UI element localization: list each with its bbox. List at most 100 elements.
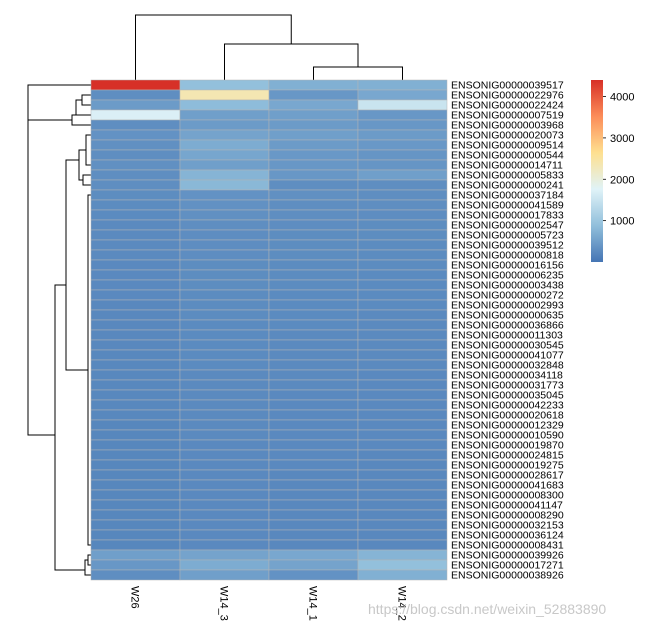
heatmap-cell <box>357 559 448 571</box>
heatmap-cell <box>268 289 359 301</box>
heatmap-cell <box>90 489 181 501</box>
heatmap-cell <box>268 489 359 501</box>
heatmap-cell <box>268 119 359 131</box>
heatmap-cell <box>357 309 448 321</box>
heatmap-cell <box>90 379 181 391</box>
dendrogram-branch <box>78 149 86 181</box>
column-labels: W26 W14_3 W14_1 W14_2 <box>129 586 408 621</box>
row-label: ENSONIG00000022424 <box>451 100 564 112</box>
heatmap-cell <box>179 289 270 301</box>
heatmap-cell <box>179 219 270 231</box>
heatmap-cell <box>179 329 270 341</box>
row-label: ENSONIG00000036124 <box>451 530 564 542</box>
heatmap-cell <box>357 149 448 161</box>
color-legend: 1000 2000 3000 4000 <box>591 80 634 262</box>
heatmap-cell <box>179 229 270 241</box>
heatmap-cell <box>90 549 181 561</box>
heatmap-cell <box>90 259 181 271</box>
heatmap-cell <box>179 439 270 451</box>
heatmap-cell <box>90 469 181 481</box>
heatmap-cell <box>179 499 270 511</box>
heatmap-cell <box>357 79 448 91</box>
heatmap-cell <box>357 569 448 581</box>
heatmap-cell <box>268 99 359 111</box>
heatmap-cell <box>268 499 359 511</box>
heatmap-cell <box>90 149 181 161</box>
heatmap-cell <box>357 449 448 461</box>
heatmap-cell <box>90 539 181 551</box>
heatmap-cell <box>179 169 270 181</box>
heatmap-cell <box>268 399 359 411</box>
heatmap-cell <box>90 159 181 171</box>
heatmap-cell <box>357 329 448 341</box>
heatmap-cell <box>90 239 181 251</box>
heatmap-cell <box>179 99 270 111</box>
row-label: ENSONIG00000003968 <box>451 120 564 132</box>
heatmap-cell <box>179 569 270 581</box>
row-label: ENSONIG00000024815 <box>451 450 564 462</box>
row-label: ENSONIG00000037184 <box>451 190 564 202</box>
heatmap-cell <box>90 369 181 381</box>
heatmap-cell <box>357 129 448 141</box>
heatmap-cell <box>90 509 181 521</box>
heatmap-cell <box>179 359 270 371</box>
dendrogram-branch <box>71 114 91 126</box>
row-label: ENSONIG00000038926 <box>451 570 564 582</box>
heatmap-cell <box>268 149 359 161</box>
row-label: ENSONIG00000000635 <box>451 310 564 322</box>
heatmap-cell <box>357 349 448 361</box>
row-label: ENSONIG00000030545 <box>451 340 564 352</box>
heatmap-cell <box>357 549 448 561</box>
heatmap-cell <box>179 399 270 411</box>
watermark-text: https://blog.csdn.net/weixin_52883890 <box>368 601 606 617</box>
heatmap-cell <box>179 259 270 271</box>
heatmap-cell <box>179 419 270 431</box>
heatmap-cell <box>357 529 448 541</box>
heatmap-cell <box>357 339 448 351</box>
row-label: ENSONIG00000008290 <box>451 510 564 522</box>
legend-tick-label: 2000 <box>610 174 634 186</box>
heatmap-cell <box>90 389 181 401</box>
heatmap-cell <box>268 519 359 531</box>
heatmap-cell <box>357 509 448 521</box>
heatmap-cell <box>179 79 270 91</box>
legend-color-bar <box>591 80 603 262</box>
heatmap-cell <box>179 519 270 531</box>
heatmap-cell <box>179 199 270 211</box>
heatmap-cell <box>268 539 359 551</box>
heatmap-cell <box>357 189 448 201</box>
heatmap-cell <box>268 419 359 431</box>
heatmap-cell <box>357 499 448 511</box>
row-label: ENSONIG00000002547 <box>451 220 564 232</box>
heatmap-cell <box>179 319 270 331</box>
heatmap-cell <box>357 259 448 271</box>
heatmap-cell <box>357 519 448 531</box>
row-label: ENSONIG00000019275 <box>451 460 564 472</box>
row-label: ENSONIG00000005723 <box>451 230 564 242</box>
heatmap-cell <box>179 429 270 441</box>
heatmap-cell <box>268 129 359 141</box>
heatmap-cell <box>90 139 181 151</box>
row-label: ENSONIG00000020618 <box>451 410 564 422</box>
heatmap-cell <box>179 149 270 161</box>
heatmap-cell <box>357 99 448 111</box>
row-label: ENSONIG00000031773 <box>451 380 564 392</box>
heatmap-cell <box>268 469 359 481</box>
heatmap-cell <box>357 269 448 281</box>
heatmap-cell <box>268 439 359 451</box>
heatmap-cell <box>268 179 359 191</box>
row-label: ENSONIG00000022976 <box>451 90 564 102</box>
row-label: ENSONIG00000035045 <box>451 390 564 402</box>
heatmap-cell <box>357 489 448 501</box>
row-label: ENSONIG00000008300 <box>451 490 564 502</box>
heatmap-cell <box>179 479 270 491</box>
row-label: ENSONIG00000041077 <box>451 350 564 362</box>
heatmap-cell <box>90 99 181 111</box>
heatmap-cell <box>179 189 270 201</box>
heatmap-cell <box>90 349 181 361</box>
heatmap-cell <box>357 409 448 421</box>
dendrogram-branch <box>87 194 91 546</box>
row-labels: ENSONIG00000039517ENSONIG00000022976ENSO… <box>451 80 564 582</box>
row-label: ENSONIG00000019870 <box>451 440 564 452</box>
heatmap-cell <box>357 369 448 381</box>
